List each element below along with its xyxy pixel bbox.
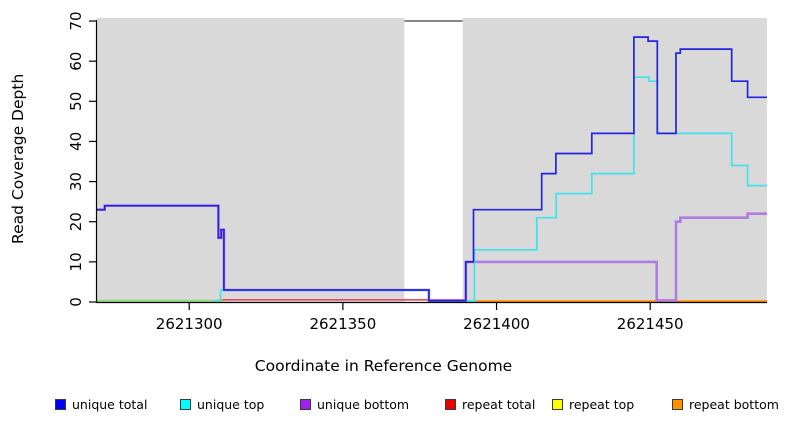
y-tick-label-6: 60 — [67, 52, 85, 71]
legend-swatch-unique-top — [180, 398, 191, 410]
y-tick-label-2: 20 — [67, 212, 85, 231]
legend-item-repeat-bottom: repeat bottom — [672, 396, 779, 412]
legend-label: unique top — [197, 396, 265, 412]
panel-shaded-region-1 — [462, 18, 767, 302]
y-tick-label-7: 70 — [67, 11, 85, 30]
legend-swatch-repeat-top — [552, 398, 563, 410]
legend-label: repeat top — [569, 396, 635, 412]
legend-swatch-repeat-bottom — [672, 398, 683, 410]
legend-label: repeat total — [462, 396, 536, 412]
y-axis-title: Read Coverage Depth — [9, 73, 27, 244]
legend-swatch-unique-bottom — [300, 398, 311, 410]
y-tick-label-3: 30 — [67, 172, 85, 191]
legend-item-repeat-top: repeat top — [552, 396, 634, 412]
y-tick-label-5: 50 — [67, 92, 85, 111]
series-unique-total-seg0 — [97, 36, 767, 302]
x-tick-label-3: 2621450 — [617, 315, 684, 333]
legend-item-repeat-total: repeat total — [445, 396, 535, 412]
legend-item-unique-total: unique total — [55, 396, 147, 412]
y-tick-label-4: 40 — [67, 132, 85, 151]
x-tick-label-0: 2621300 — [156, 315, 223, 333]
y-tick-label-1: 10 — [67, 252, 85, 271]
legend-label: repeat bottom — [689, 396, 779, 412]
y-tick-label-0: 0 — [67, 297, 85, 307]
x-axis-title: Coordinate in Reference Genome — [254, 357, 513, 375]
panel-shaded-region-0 — [97, 18, 405, 302]
legend-item-unique-bottom: unique bottom — [300, 396, 409, 412]
legend: unique total unique top unique bottom repea… — [0, 396, 792, 416]
x-tick-label-1: 2621350 — [309, 315, 376, 333]
x-tick-label-2: 2621400 — [463, 315, 530, 333]
legend-swatch-repeat-total — [445, 398, 456, 410]
legend-item-unique-top: unique top — [180, 396, 264, 412]
legend-label: unique bottom — [317, 396, 410, 412]
legend-swatch-unique-total — [55, 398, 66, 410]
legend-label: unique total — [72, 396, 148, 412]
